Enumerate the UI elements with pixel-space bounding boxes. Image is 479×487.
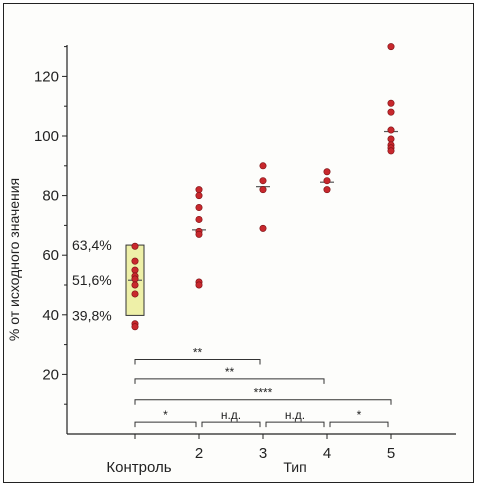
data-point (195, 281, 203, 289)
significance-bracket (134, 399, 392, 405)
significance-label: **** (254, 386, 273, 400)
x-axis-title: Тип (283, 459, 306, 475)
data-point (323, 186, 331, 194)
data-point (323, 168, 331, 176)
data-point (323, 177, 331, 185)
data-point (387, 99, 395, 107)
significance-bracket (265, 421, 325, 428)
significance-label: * (357, 408, 362, 422)
x-tick-label: 2 (195, 445, 203, 462)
data-point (387, 43, 395, 51)
data-point (195, 192, 203, 200)
y-tick-label: 80 (42, 188, 59, 205)
y-tick-label: 20 (42, 366, 59, 383)
data-point (259, 177, 267, 185)
y-tick-label: 40 (42, 307, 59, 324)
y-tick-label: 60 (42, 247, 59, 264)
data-point (259, 186, 267, 194)
x-tick-label: 5 (387, 445, 395, 462)
data-point (259, 162, 267, 170)
data-point (195, 230, 203, 238)
significance-bracket (134, 359, 261, 365)
significance-label: ** (193, 346, 203, 360)
chart-frame (3, 3, 474, 483)
data-point (131, 275, 139, 283)
x-tick-label: 3 (259, 445, 267, 462)
y-tick-label: 100 (34, 128, 59, 145)
data-point (131, 281, 139, 289)
significance-bracket (134, 378, 325, 384)
percent-annotation: 51,6% (72, 272, 112, 288)
data-point (387, 126, 395, 134)
x-tick-label: 4 (323, 445, 331, 462)
data-point (131, 290, 139, 298)
significance-bracket (201, 421, 261, 428)
data-point (131, 257, 139, 265)
data-point (195, 186, 203, 194)
percent-annotation: 63,4% (72, 237, 112, 253)
data-point (259, 224, 267, 232)
y-axis-title: % от исходного значения (6, 178, 22, 341)
significance-label: н.д. (221, 408, 241, 422)
data-point (131, 266, 139, 274)
data-point (387, 135, 395, 143)
significance-bracket (329, 421, 389, 428)
significance-label: ** (225, 365, 235, 379)
data-point (195, 204, 203, 212)
data-point (131, 242, 139, 250)
y-tick-label: 120 (34, 68, 59, 85)
data-point (195, 215, 203, 223)
significance-label: * (163, 408, 168, 422)
data-point (387, 108, 395, 116)
percent-annotation: 39,8% (72, 307, 112, 323)
x-tick-label-control: Контроль (106, 459, 171, 476)
data-point (387, 147, 395, 155)
data-point (131, 323, 139, 331)
significance-label: н.д. (285, 408, 305, 422)
significance-bracket (134, 421, 197, 428)
